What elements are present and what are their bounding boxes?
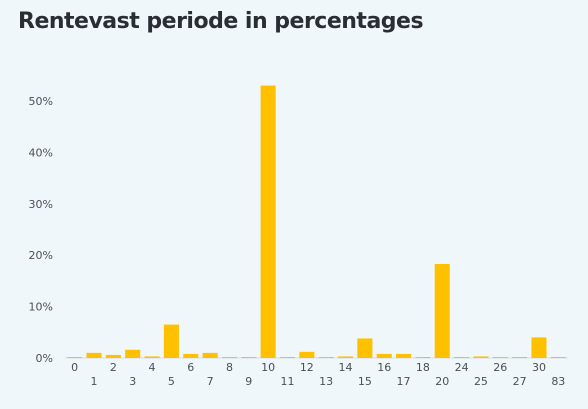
x-tick-label: 7 <box>207 375 214 388</box>
x-tick-label: 30 <box>532 361 546 374</box>
bar-1[interactable] <box>86 352 102 358</box>
bar-16[interactable] <box>376 353 392 358</box>
bar-9[interactable] <box>241 356 257 358</box>
bar-18[interactable] <box>415 356 431 358</box>
x-tick-label: 9 <box>245 375 252 388</box>
bar-5[interactable] <box>163 324 179 358</box>
bar-26[interactable] <box>492 356 508 358</box>
x-tick-label: 83 <box>551 375 565 388</box>
x-tick-label: 11 <box>280 375 294 388</box>
bar-0[interactable] <box>67 357 83 358</box>
x-tick-label: 16 <box>377 361 391 374</box>
x-tick-label: 14 <box>339 361 353 374</box>
bar-7[interactable] <box>202 352 218 358</box>
bar-15[interactable] <box>357 338 373 358</box>
bar-24[interactable] <box>454 357 470 358</box>
x-tick-label: 27 <box>513 375 527 388</box>
y-tick-label: 20% <box>29 249 53 262</box>
bar-3[interactable] <box>125 349 141 358</box>
x-tick-label: 24 <box>455 361 469 374</box>
x-tick-label: 10 <box>261 361 275 374</box>
x-tick-label: 4 <box>149 361 156 374</box>
bar-11[interactable] <box>279 356 296 358</box>
x-tick-label: 3 <box>129 375 136 388</box>
x-tick-label: 0 <box>71 361 78 374</box>
bar-8[interactable] <box>221 356 237 358</box>
y-tick-label: 50% <box>29 95 53 108</box>
x-tick-label: 18 <box>416 361 430 374</box>
y-tick-label: 10% <box>29 301 53 314</box>
x-tick-label: 12 <box>300 361 314 374</box>
x-tick-label: 5 <box>168 375 175 388</box>
x-tick-label: 8 <box>226 361 233 374</box>
chart-title: Rentevast periode in percentages <box>18 9 424 34</box>
x-tick-label: 20 <box>435 375 449 388</box>
bar-14[interactable] <box>337 356 354 358</box>
x-tick-label: 2 <box>110 361 117 374</box>
x-tick-label: 13 <box>319 375 333 388</box>
bar-13[interactable] <box>318 356 334 358</box>
bar-25[interactable] <box>473 356 489 358</box>
bar-27[interactable] <box>512 356 528 358</box>
x-tick-label: 15 <box>358 375 372 388</box>
bar-83[interactable] <box>550 357 566 358</box>
bar-10[interactable] <box>260 85 276 358</box>
bar-2[interactable] <box>105 354 121 358</box>
x-tick-label: 25 <box>474 375 488 388</box>
bar-6[interactable] <box>183 353 199 358</box>
bar-12[interactable] <box>299 351 315 358</box>
bar-20[interactable] <box>434 263 450 358</box>
x-tick-label: 6 <box>187 361 194 374</box>
bar-30[interactable] <box>531 337 547 358</box>
x-tick-label: 26 <box>493 361 507 374</box>
bar-4[interactable] <box>144 356 160 358</box>
y-tick-label: 30% <box>29 198 53 211</box>
y-tick-label: 0% <box>36 352 53 365</box>
x-tick-label: 17 <box>397 375 411 388</box>
x-tick-label: 1 <box>91 375 98 388</box>
y-tick-label: 40% <box>29 146 53 159</box>
bar-17[interactable] <box>396 353 412 358</box>
